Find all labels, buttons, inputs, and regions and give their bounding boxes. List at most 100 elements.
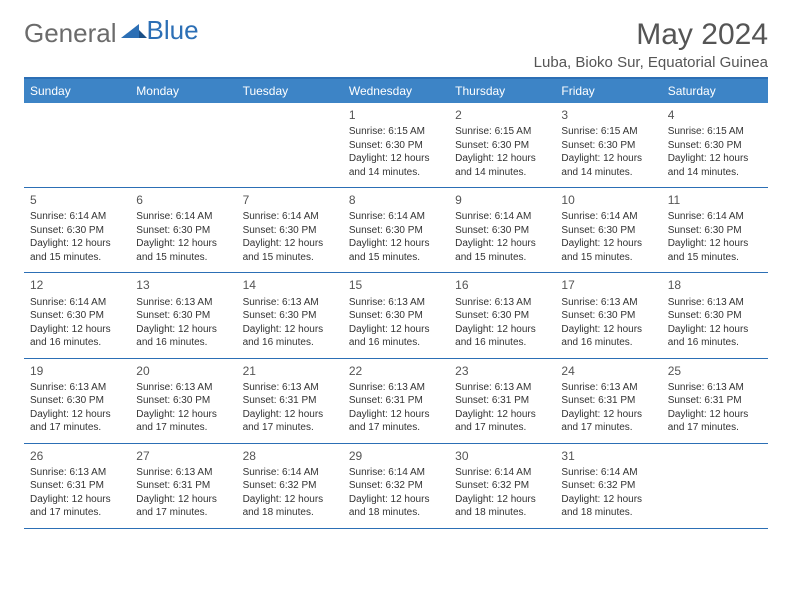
- day-number: 15: [349, 277, 443, 293]
- daylight-text: Daylight: 12 hours and 16 minutes.: [349, 323, 443, 350]
- day-number: 4: [668, 107, 762, 123]
- sunrise-text: Sunrise: 6:13 AM: [30, 381, 124, 395]
- sunrise-text: Sunrise: 6:13 AM: [30, 466, 124, 480]
- day-cell: 28Sunrise: 6:14 AMSunset: 6:32 PMDayligh…: [237, 444, 343, 528]
- sunset-text: Sunset: 6:30 PM: [30, 309, 124, 323]
- day-cell: 21Sunrise: 6:13 AMSunset: 6:31 PMDayligh…: [237, 359, 343, 443]
- sunrise-text: Sunrise: 6:15 AM: [455, 125, 549, 139]
- daylight-text: Daylight: 12 hours and 18 minutes.: [349, 493, 443, 520]
- sunset-text: Sunset: 6:31 PM: [243, 394, 337, 408]
- day-cell: 16Sunrise: 6:13 AMSunset: 6:30 PMDayligh…: [449, 273, 555, 357]
- sunrise-text: Sunrise: 6:13 AM: [243, 381, 337, 395]
- day-number: 18: [668, 277, 762, 293]
- daylight-text: Daylight: 12 hours and 17 minutes.: [668, 408, 762, 435]
- daylight-text: Daylight: 12 hours and 18 minutes.: [455, 493, 549, 520]
- empty-cell: [130, 103, 236, 187]
- day-number: 29: [349, 448, 443, 464]
- sunrise-text: Sunrise: 6:13 AM: [136, 466, 230, 480]
- sunset-text: Sunset: 6:30 PM: [243, 309, 337, 323]
- daylight-text: Daylight: 12 hours and 18 minutes.: [561, 493, 655, 520]
- day-number: 8: [349, 192, 443, 208]
- day-number: 19: [30, 363, 124, 379]
- day-number: 25: [668, 363, 762, 379]
- daylight-text: Daylight: 12 hours and 16 minutes.: [243, 323, 337, 350]
- empty-cell: [662, 444, 768, 528]
- sunset-text: Sunset: 6:30 PM: [349, 309, 443, 323]
- empty-cell: [24, 103, 130, 187]
- sunrise-text: Sunrise: 6:14 AM: [668, 210, 762, 224]
- day-number: 20: [136, 363, 230, 379]
- sunrise-text: Sunrise: 6:14 AM: [243, 466, 337, 480]
- day-number: 10: [561, 192, 655, 208]
- day-header: Monday: [130, 79, 236, 103]
- sunrise-text: Sunrise: 6:13 AM: [668, 381, 762, 395]
- day-header: Wednesday: [343, 79, 449, 103]
- day-number: 12: [30, 277, 124, 293]
- location-text: Luba, Bioko Sur, Equatorial Guinea: [534, 54, 768, 71]
- sunset-text: Sunset: 6:31 PM: [30, 479, 124, 493]
- day-cell: 7Sunrise: 6:14 AMSunset: 6:30 PMDaylight…: [237, 188, 343, 272]
- daylight-text: Daylight: 12 hours and 18 minutes.: [243, 493, 337, 520]
- day-number: 7: [243, 192, 337, 208]
- day-number: 17: [561, 277, 655, 293]
- day-cell: 18Sunrise: 6:13 AMSunset: 6:30 PMDayligh…: [662, 273, 768, 357]
- daylight-text: Daylight: 12 hours and 17 minutes.: [136, 408, 230, 435]
- sunrise-text: Sunrise: 6:13 AM: [561, 296, 655, 310]
- daylight-text: Daylight: 12 hours and 14 minutes.: [349, 152, 443, 179]
- day-number: 6: [136, 192, 230, 208]
- daylight-text: Daylight: 12 hours and 17 minutes.: [455, 408, 549, 435]
- sunset-text: Sunset: 6:32 PM: [455, 479, 549, 493]
- sunrise-text: Sunrise: 6:14 AM: [455, 466, 549, 480]
- day-cell: 2 Sunrise: 6:15 AMSunset: 6:30 PMDaylight…: [449, 103, 555, 187]
- day-number: 24: [561, 363, 655, 379]
- day-header: Thursday: [449, 79, 555, 103]
- daylight-text: Daylight: 12 hours and 16 minutes.: [136, 323, 230, 350]
- sunset-text: Sunset: 6:30 PM: [668, 309, 762, 323]
- day-number: 9: [455, 192, 549, 208]
- month-title: May 2024: [534, 18, 768, 52]
- day-cell: 6Sunrise: 6:14 AMSunset: 6:30 PMDaylight…: [130, 188, 236, 272]
- sunset-text: Sunset: 6:30 PM: [561, 139, 655, 153]
- day-cell: 1Sunrise: 6:15 AMSunset: 6:30 PMDaylight…: [343, 103, 449, 187]
- sunset-text: Sunset: 6:30 PM: [136, 309, 230, 323]
- daylight-text: Daylight: 12 hours and 15 minutes.: [455, 237, 549, 264]
- day-cell: 26Sunrise: 6:13 AMSunset: 6:31 PMDayligh…: [24, 444, 130, 528]
- day-cell: 15Sunrise: 6:13 AMSunset: 6:30 PMDayligh…: [343, 273, 449, 357]
- daylight-text: Daylight: 12 hours and 17 minutes.: [243, 408, 337, 435]
- day-cell: 5Sunrise: 6:14 AMSunset: 6:30 PMDaylight…: [24, 188, 130, 272]
- logo-text-1: General: [24, 18, 117, 49]
- empty-cell: [237, 103, 343, 187]
- sunset-text: Sunset: 6:31 PM: [136, 479, 230, 493]
- daylight-text: Daylight: 12 hours and 16 minutes.: [30, 323, 124, 350]
- sunset-text: Sunset: 6:30 PM: [136, 224, 230, 238]
- day-cell: 29Sunrise: 6:14 AMSunset: 6:32 PMDayligh…: [343, 444, 449, 528]
- day-number: 26: [30, 448, 124, 464]
- logo-triangle-icon: [121, 18, 147, 49]
- sunrise-text: Sunrise: 6:13 AM: [243, 296, 337, 310]
- day-number: 13: [136, 277, 230, 293]
- day-number: 2: [455, 107, 549, 123]
- sunrise-text: Sunrise: 6:14 AM: [455, 210, 549, 224]
- sunset-text: Sunset: 6:30 PM: [455, 309, 549, 323]
- sunset-text: Sunset: 6:30 PM: [561, 224, 655, 238]
- sunset-text: Sunset: 6:30 PM: [668, 139, 762, 153]
- logo: General Blue: [24, 18, 199, 49]
- day-number: 22: [349, 363, 443, 379]
- day-header: Sunday: [24, 79, 130, 103]
- sunrise-text: Sunrise: 6:13 AM: [136, 381, 230, 395]
- day-number: 31: [561, 448, 655, 464]
- sunset-text: Sunset: 6:30 PM: [668, 224, 762, 238]
- day-number: 30: [455, 448, 549, 464]
- day-number: 11: [668, 192, 762, 208]
- daylight-text: Daylight: 12 hours and 14 minutes.: [668, 152, 762, 179]
- daylight-text: Daylight: 12 hours and 15 minutes.: [136, 237, 230, 264]
- daylight-text: Daylight: 12 hours and 14 minutes.: [455, 152, 549, 179]
- sunset-text: Sunset: 6:31 PM: [455, 394, 549, 408]
- sunrise-text: Sunrise: 6:13 AM: [136, 296, 230, 310]
- daylight-text: Daylight: 12 hours and 16 minutes.: [561, 323, 655, 350]
- daylight-text: Daylight: 12 hours and 17 minutes.: [30, 408, 124, 435]
- day-cell: 20Sunrise: 6:13 AMSunset: 6:30 PMDayligh…: [130, 359, 236, 443]
- sunset-text: Sunset: 6:32 PM: [243, 479, 337, 493]
- sunset-text: Sunset: 6:30 PM: [455, 139, 549, 153]
- sunset-text: Sunset: 6:31 PM: [561, 394, 655, 408]
